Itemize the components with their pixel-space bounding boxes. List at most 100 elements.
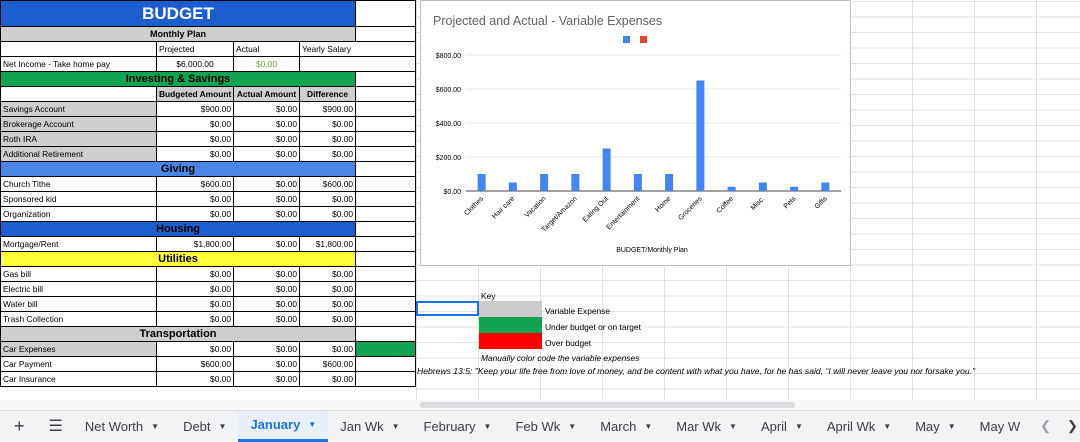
- scrollbar-thumb[interactable]: [420, 402, 795, 408]
- status-cell[interactable]: [355, 206, 417, 222]
- row-label[interactable]: Mortgage/Rent: [0, 236, 157, 252]
- status-cell[interactable]: [355, 191, 417, 207]
- chevron-left-icon[interactable]: ❮: [1040, 418, 1052, 433]
- net-income-projected[interactable]: $6,000.00: [156, 56, 234, 72]
- col-projected[interactable]: Projected: [156, 41, 234, 57]
- row-label[interactable]: Car Payment: [0, 356, 157, 372]
- status-cell[interactable]: [355, 296, 417, 312]
- net-income-actual[interactable]: $0.00: [233, 56, 300, 72]
- row-value[interactable]: $0.00: [233, 371, 300, 387]
- row-value[interactable]: $0.00: [298, 371, 357, 387]
- row-label[interactable]: Roth IRA: [0, 131, 157, 147]
- row-value[interactable]: $1,800.00: [298, 236, 357, 252]
- sheet-tab[interactable]: March ▼: [588, 411, 664, 442]
- status-cell[interactable]: [355, 116, 417, 132]
- sheet-tab[interactable]: Debt ▼: [171, 411, 238, 442]
- chevron-down-icon[interactable]: ▼: [644, 421, 653, 431]
- status-cell[interactable]: [355, 371, 417, 387]
- row-value[interactable]: $0.00: [298, 311, 357, 327]
- hamburger-icon[interactable]: ☰: [48, 418, 63, 435]
- sheet-tab[interactable]: Jan Wk ▼: [328, 411, 411, 442]
- chevron-down-icon[interactable]: ▼: [391, 421, 400, 431]
- status-cell[interactable]: [355, 281, 417, 297]
- row-value[interactable]: $0.00: [298, 131, 357, 147]
- row-value[interactable]: $1,800.00: [156, 236, 234, 252]
- row-value[interactable]: $0.00: [156, 191, 234, 207]
- row-value[interactable]: $0.00: [156, 146, 234, 162]
- row-value[interactable]: $0.00: [298, 341, 357, 357]
- row-value[interactable]: $0.00: [156, 281, 234, 297]
- row-label[interactable]: Organization: [0, 206, 157, 222]
- row-value[interactable]: $0.00: [233, 311, 300, 327]
- section-header[interactable]: Transportation: [0, 326, 357, 342]
- net-income-label[interactable]: Net Income - Take home pay: [0, 56, 157, 72]
- row-label[interactable]: Brokerage Account: [0, 116, 157, 132]
- row-value[interactable]: $0.00: [233, 146, 300, 162]
- row-value[interactable]: $600.00: [298, 176, 357, 192]
- row-value[interactable]: $0.00: [233, 131, 300, 147]
- status-cell[interactable]: [355, 101, 417, 117]
- sheet-tab[interactable]: January ▼: [238, 410, 329, 442]
- status-cell[interactable]: [355, 131, 417, 147]
- sheet-tab[interactable]: April Wk ▼: [815, 411, 903, 442]
- budget-title[interactable]: BUDGET: [0, 0, 357, 27]
- row-value[interactable]: $0.00: [233, 356, 300, 372]
- row-value[interactable]: $0.00: [156, 131, 234, 147]
- selected-cell[interactable]: [416, 301, 479, 316]
- sub-header[interactable]: Difference: [298, 86, 357, 102]
- row-value[interactable]: $0.00: [298, 116, 357, 132]
- status-cell[interactable]: [355, 341, 417, 357]
- row-value[interactable]: $0.00: [156, 116, 234, 132]
- row-label[interactable]: Sponsored kid: [0, 191, 157, 207]
- status-cell[interactable]: [355, 146, 417, 162]
- row-value[interactable]: $600.00: [156, 356, 234, 372]
- variable-expenses-chart[interactable]: Projected and Actual - Variable Expenses…: [420, 0, 851, 266]
- plus-icon[interactable]: +: [14, 415, 25, 436]
- row-value[interactable]: $0.00: [156, 266, 234, 282]
- row-value[interactable]: $900.00: [298, 101, 357, 117]
- row-label[interactable]: Car Insurance: [0, 371, 157, 387]
- row-value[interactable]: $0.00: [298, 146, 357, 162]
- row-value[interactable]: $0.00: [233, 281, 300, 297]
- status-cell[interactable]: [355, 266, 417, 282]
- row-value[interactable]: $0.00: [156, 206, 234, 222]
- row-value[interactable]: $0.00: [233, 341, 300, 357]
- chevron-down-icon[interactable]: ▼: [483, 421, 492, 431]
- chevron-down-icon[interactable]: ▼: [568, 421, 577, 431]
- monthly-plan-header[interactable]: Monthly Plan: [0, 26, 357, 42]
- chevron-down-icon[interactable]: ▼: [794, 421, 803, 431]
- row-value[interactable]: $600.00: [156, 176, 234, 192]
- row-label[interactable]: Additional Retirement: [0, 146, 157, 162]
- row-label[interactable]: Gas bill: [0, 266, 157, 282]
- sub-header[interactable]: Actual Amount: [233, 86, 300, 102]
- sheet-tab[interactable]: April ▼: [749, 411, 815, 442]
- row-value[interactable]: $0.00: [298, 191, 357, 207]
- sheet-tab[interactable]: May W: [968, 411, 1032, 442]
- row-value[interactable]: $900.00: [156, 101, 234, 117]
- row-value[interactable]: $0.00: [233, 206, 300, 222]
- sheet-tab[interactable]: Feb Wk ▼: [503, 411, 588, 442]
- chevron-down-icon[interactable]: ▼: [308, 420, 317, 429]
- chevron-down-icon[interactable]: ▼: [729, 421, 737, 431]
- section-header[interactable]: Investing & Savings: [0, 71, 357, 87]
- row-value[interactable]: $0.00: [233, 101, 300, 117]
- row-value[interactable]: $0.00: [156, 296, 234, 312]
- row-label[interactable]: Savings Account: [0, 101, 157, 117]
- row-value[interactable]: $0.00: [233, 191, 300, 207]
- sheet-tab[interactable]: February ▼: [412, 411, 504, 442]
- chevron-down-icon[interactable]: ▼: [151, 421, 160, 431]
- row-value[interactable]: $0.00: [298, 281, 357, 297]
- row-value[interactable]: $0.00: [233, 296, 300, 312]
- sheet-tab[interactable]: May ▼: [903, 411, 967, 442]
- chevron-down-icon[interactable]: ▼: [947, 421, 956, 431]
- sheet-tab[interactable]: Mar Wk ▼: [664, 411, 749, 442]
- col-yearly-salary[interactable]: Yearly Salary: [298, 41, 417, 57]
- row-value[interactable]: $0.00: [233, 266, 300, 282]
- status-cell[interactable]: [355, 311, 417, 327]
- section-header[interactable]: Utilities: [0, 251, 357, 267]
- chevron-right-icon[interactable]: ❯: [1067, 418, 1078, 433]
- status-cell[interactable]: [355, 356, 417, 372]
- row-label[interactable]: Trash Collection: [0, 311, 157, 327]
- chevron-down-icon[interactable]: ▼: [218, 421, 227, 431]
- chevron-down-icon[interactable]: ▼: [883, 421, 892, 431]
